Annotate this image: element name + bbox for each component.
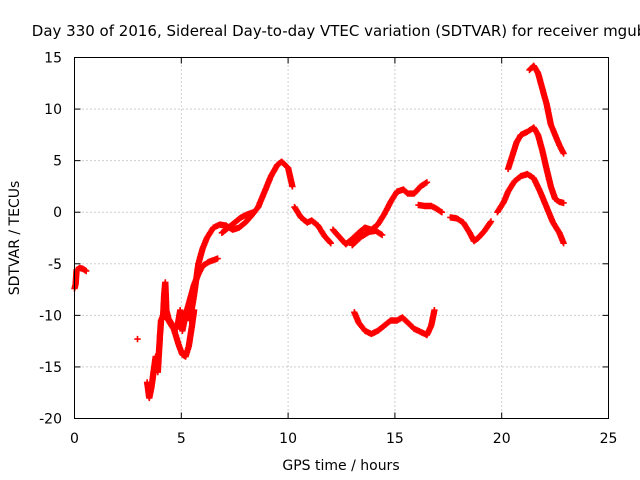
y-tick-labels: -20 -15 -10 -5 0 5 10 15 xyxy=(39,51,62,428)
y-tick-label: -20 xyxy=(39,412,62,428)
grid-lines xyxy=(74,57,609,419)
chart-title: Day 330 of 2016, Sidereal Day-to-day VTE… xyxy=(32,22,640,40)
y-tick-label: -10 xyxy=(39,308,62,324)
x-tick-label: 15 xyxy=(386,431,404,447)
x-tick-labels: 0 5 10 15 20 25 xyxy=(70,431,617,447)
y-tick-label: 10 xyxy=(44,102,62,118)
series-segment-6 xyxy=(218,209,258,236)
series-segment-14 xyxy=(504,124,567,207)
y-tick-label: 0 xyxy=(53,205,62,221)
series-segment-2 xyxy=(134,335,141,343)
x-tick-label: 5 xyxy=(177,431,186,447)
series-segment-15 xyxy=(526,62,567,157)
x-tick-label: 25 xyxy=(600,431,618,447)
data-series xyxy=(71,62,567,402)
y-tick-label: -5 xyxy=(48,257,62,273)
y-tick-label: 5 xyxy=(53,154,62,170)
x-tick-label: 0 xyxy=(70,431,79,447)
series-segment-12 xyxy=(447,214,495,245)
series-segment-10 xyxy=(351,307,438,339)
y-axis-label: SDTVAR / TECUs xyxy=(7,181,23,296)
series-segment-7 xyxy=(291,203,334,247)
x-tick-label: 20 xyxy=(493,431,511,447)
series-segment-5 xyxy=(186,158,296,324)
series-segment-13 xyxy=(494,170,567,247)
series-segment-11 xyxy=(415,201,446,216)
x-tick-label: 10 xyxy=(279,431,297,447)
plot-frame xyxy=(74,57,609,419)
y-tick-label: 15 xyxy=(44,51,62,67)
series-segment-9 xyxy=(349,227,386,249)
axis-ticks xyxy=(74,57,609,419)
series-segment-8 xyxy=(329,179,431,248)
y-tick-label: -15 xyxy=(39,360,62,376)
x-axis-label: GPS time / hours xyxy=(282,458,399,474)
